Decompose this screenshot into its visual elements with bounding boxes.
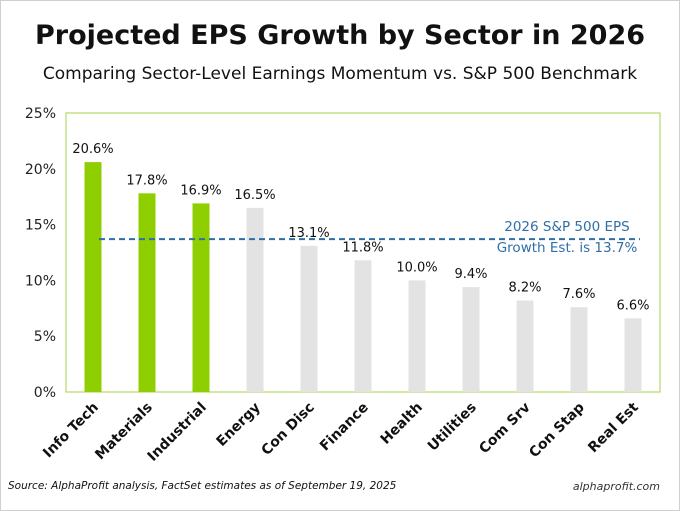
- bar-value-label: 16.5%: [234, 188, 275, 203]
- y-tick-label: 0%: [34, 385, 56, 401]
- y-tick-label: 20%: [25, 162, 56, 178]
- category-label: Utilities: [425, 400, 480, 455]
- bar-value-label: 16.9%: [180, 183, 221, 198]
- y-tick-label: 25%: [25, 106, 56, 122]
- bar-value-label: 17.8%: [126, 173, 167, 188]
- y-tick-label: 15%: [25, 218, 56, 234]
- bar: [354, 260, 372, 392]
- bar-value-label: 13.1%: [288, 226, 329, 241]
- bar: [300, 245, 318, 392]
- bar: [570, 307, 588, 392]
- bar: [246, 207, 264, 392]
- bar-value-label: 10.0%: [396, 260, 437, 275]
- bar: [192, 203, 210, 392]
- category-label: Finance: [317, 400, 372, 455]
- category-label: Energy: [214, 400, 264, 450]
- bar-value-label: 11.8%: [342, 240, 383, 255]
- bar: [138, 193, 156, 392]
- category-label: Com Srv: [476, 400, 534, 458]
- category-label: Industrial: [145, 400, 210, 465]
- bar: [408, 280, 426, 392]
- benchmark-label: 2026 S&P 500 EPS: [504, 219, 629, 235]
- y-tick-label: 5%: [34, 329, 56, 345]
- bar-value-label: 6.6%: [616, 298, 649, 313]
- bar-value-label: 9.4%: [454, 267, 487, 282]
- y-tick-label: 10%: [25, 273, 56, 289]
- category-label: Con Disc: [259, 400, 318, 459]
- bar: [462, 287, 480, 392]
- chart-subtitle: Comparing Sector-Level Earnings Momentum…: [42, 64, 638, 84]
- category-label: Health: [378, 400, 426, 448]
- bar: [84, 162, 102, 392]
- bar-value-label: 7.6%: [562, 287, 595, 302]
- category-label: Real Est: [585, 399, 642, 456]
- bar: [624, 318, 642, 392]
- category-label: Con Stap: [526, 400, 588, 462]
- benchmark-label: Growth Est. is 13.7%: [497, 240, 638, 256]
- bar: [516, 300, 534, 392]
- source-note: Source: AlphaProfit analysis, FactSet es…: [8, 480, 397, 492]
- bar-value-label: 20.6%: [72, 142, 113, 157]
- brand-text: alphaprofit.com: [572, 480, 660, 493]
- bar-value-label: 8.2%: [508, 280, 541, 295]
- chart-title: Projected EPS Growth by Sector in 2026: [34, 20, 646, 51]
